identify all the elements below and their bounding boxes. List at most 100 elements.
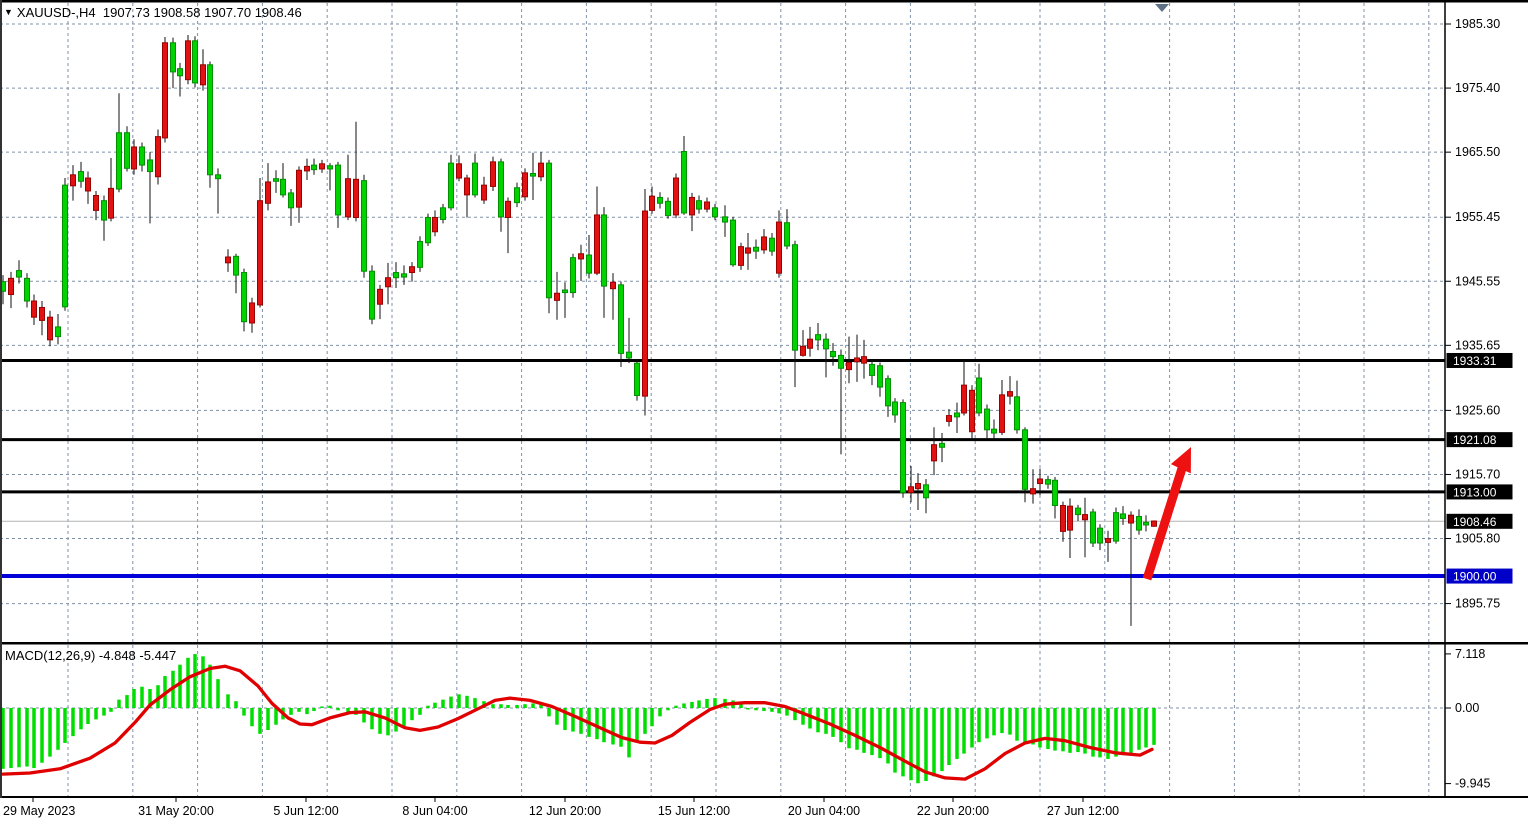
candle-bull (1045, 479, 1051, 485)
candle-bull (280, 178, 286, 196)
macd-tick-label: -9.945 (1455, 777, 1490, 791)
candle-bear (304, 165, 310, 172)
candle-bear (946, 415, 952, 422)
candle-bear (738, 246, 744, 266)
trend-arrow-shaft (1142, 460, 1189, 581)
date-label: 27 Jun 12:00 (1047, 804, 1119, 818)
candle-bear (490, 161, 496, 187)
candle-bull (696, 200, 702, 210)
date-label: 8 Jun 04:00 (402, 804, 467, 818)
candle-bear (776, 221, 782, 274)
trend-arrow-head (1170, 447, 1191, 474)
candle-bull (241, 272, 247, 323)
candle-bull (586, 254, 592, 274)
candle-bull (335, 164, 341, 216)
candle-bear (610, 281, 616, 290)
level-badge-1933.31-text: 1933.31 (1453, 354, 1497, 368)
candle-bear (642, 210, 648, 397)
candle-bear (85, 177, 91, 192)
candle-bear (745, 247, 751, 254)
candle-bear (578, 253, 584, 260)
current-price-badge: 1908.46 (1446, 513, 1513, 529)
candle-bear (961, 384, 967, 414)
level-badge-1921.08: 1921.08 (1446, 432, 1513, 448)
price-tick-label: 1895.75 (1455, 597, 1500, 611)
candle-bull (448, 162, 454, 209)
candle-bear (854, 357, 860, 363)
candlesticks (0, 35, 1157, 626)
candle-bull (361, 180, 367, 272)
candle-bull (417, 240, 423, 268)
candle-bull (393, 272, 399, 279)
chart-shift-marker-icon (1155, 4, 1169, 12)
candle-bear (481, 184, 487, 201)
candle-bull (792, 244, 798, 351)
candle-bull (401, 273, 407, 278)
candle-bull (657, 196, 663, 204)
current-price-badge-text: 1908.46 (1453, 515, 1497, 529)
candle-bear (554, 292, 560, 301)
candle-bull (1143, 521, 1149, 526)
candle-bull (976, 377, 982, 414)
candle-bear (1060, 505, 1066, 532)
candle-bull (626, 351, 632, 359)
price-tick-label: 1945.55 (1455, 274, 1500, 288)
candle-bull (16, 270, 22, 278)
candle-bull (147, 159, 153, 173)
candle-bull (900, 402, 906, 494)
candle-bull (830, 350, 836, 358)
candle-bull (311, 164, 317, 171)
candle-bear (1128, 514, 1134, 524)
candle-bear (162, 42, 168, 139)
candle-bear (47, 316, 53, 341)
candle-bull (601, 214, 607, 287)
price-tick-label: 1975.40 (1455, 81, 1500, 95)
level-badge-1913.00: 1913.00 (1446, 484, 1513, 500)
candle-bull (288, 192, 294, 209)
candle-bull (1052, 479, 1058, 507)
macd-bottom-border (0, 796, 1528, 798)
level-badge-1921.08-text: 1921.08 (1453, 433, 1497, 447)
current-price-badge-bg (1446, 513, 1513, 529)
top-border (0, 0, 1528, 3)
macd-indicator-label: MACD(12,26,9) -4.848 -5.447 (5, 648, 177, 663)
candle-bear (1067, 505, 1073, 531)
date-label: 20 Jun 04:00 (788, 804, 860, 818)
candle-bear (1105, 538, 1111, 543)
candle-bull (116, 132, 122, 190)
candle-bull (530, 173, 536, 177)
candle-bear (1037, 478, 1043, 485)
candle-bull (838, 354, 844, 369)
candle-bull (369, 270, 375, 320)
price-tick-label: 1965.50 (1455, 145, 1500, 159)
candle-bear (249, 302, 255, 324)
candle-bear (155, 136, 161, 178)
candle-bull (823, 338, 829, 350)
candle-bear (846, 361, 852, 371)
price-tick-label: 1935.65 (1455, 338, 1500, 352)
candle-bear (969, 389, 975, 433)
price-tick-label: 1925.60 (1455, 403, 1500, 417)
candle-bull (991, 428, 997, 434)
candle-bull (215, 174, 221, 180)
candle-bear (908, 486, 914, 494)
candle-bear (594, 214, 600, 274)
candle-bull (170, 42, 176, 73)
date-label: 15 Jun 12:00 (658, 804, 730, 818)
candle-bull (634, 362, 640, 396)
candle-bear (265, 181, 271, 204)
candle-bull (877, 365, 883, 388)
candle-bull (815, 334, 821, 341)
candle-bear (345, 178, 351, 218)
candle-bull (139, 146, 145, 166)
candle-bull (618, 284, 624, 354)
candle-bull (24, 277, 30, 302)
candle-bull (570, 257, 576, 294)
candle-bear (409, 266, 415, 274)
candle-bull (984, 408, 990, 431)
candle-bear (353, 178, 359, 219)
level-badge-1900.00-text: 1900.00 (1453, 570, 1497, 584)
level-badge-1913.00-bg (1446, 484, 1513, 500)
